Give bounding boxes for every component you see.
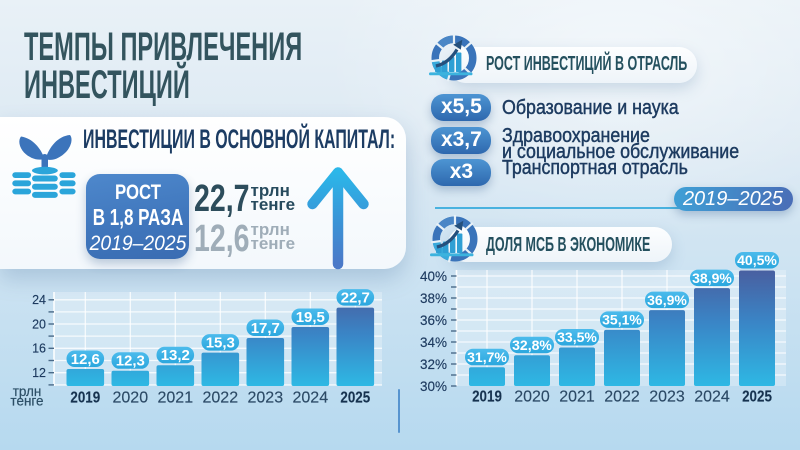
svg-text:40,5%: 40,5% [737, 252, 777, 268]
svg-text:2023: 2023 [248, 389, 284, 406]
svg-text:тенге: тенге [10, 393, 43, 408]
svg-text:2025: 2025 [340, 389, 370, 406]
svg-text:трлн: трлн [13, 384, 42, 399]
svg-text:2024: 2024 [694, 389, 730, 406]
svg-text:2019: 2019 [472, 389, 502, 406]
svg-text:2025: 2025 [742, 389, 772, 406]
svg-text:24: 24 [32, 293, 46, 307]
svg-text:30%: 30% [420, 379, 447, 394]
svg-text:34%: 34% [420, 335, 447, 350]
svg-text:2022: 2022 [203, 389, 239, 406]
svg-text:38,9%: 38,9% [692, 270, 732, 286]
svg-text:32%: 32% [420, 357, 447, 372]
svg-text:22,7: 22,7 [341, 290, 370, 307]
svg-text:2023: 2023 [649, 389, 685, 406]
svg-text:12,6: 12,6 [71, 351, 100, 368]
svg-text:2022: 2022 [604, 389, 640, 406]
svg-text:2019: 2019 [70, 389, 100, 406]
svg-text:31,7%: 31,7% [467, 349, 507, 365]
svg-text:13,2: 13,2 [161, 347, 190, 364]
svg-text:2024: 2024 [293, 389, 329, 406]
svg-text:2020: 2020 [113, 389, 149, 406]
svg-text:17,7: 17,7 [251, 320, 280, 337]
svg-text:38%: 38% [420, 291, 447, 306]
svg-text:2021: 2021 [158, 389, 194, 406]
svg-text:16: 16 [32, 342, 46, 356]
svg-text:36%: 36% [420, 313, 447, 328]
svg-text:32,8%: 32,8% [512, 337, 552, 353]
svg-text:2020: 2020 [514, 389, 550, 406]
svg-text:15,3: 15,3 [206, 335, 235, 352]
svg-text:19,5: 19,5 [296, 309, 325, 326]
svg-text:35,1%: 35,1% [602, 312, 642, 328]
svg-text:33,5%: 33,5% [557, 329, 597, 345]
svg-text:36,9%: 36,9% [647, 292, 687, 308]
svg-text:40%: 40% [420, 269, 447, 284]
svg-text:12,3: 12,3 [116, 353, 145, 370]
svg-text:12: 12 [32, 366, 46, 380]
svg-text:20: 20 [32, 317, 46, 331]
svg-text:2021: 2021 [559, 389, 595, 406]
